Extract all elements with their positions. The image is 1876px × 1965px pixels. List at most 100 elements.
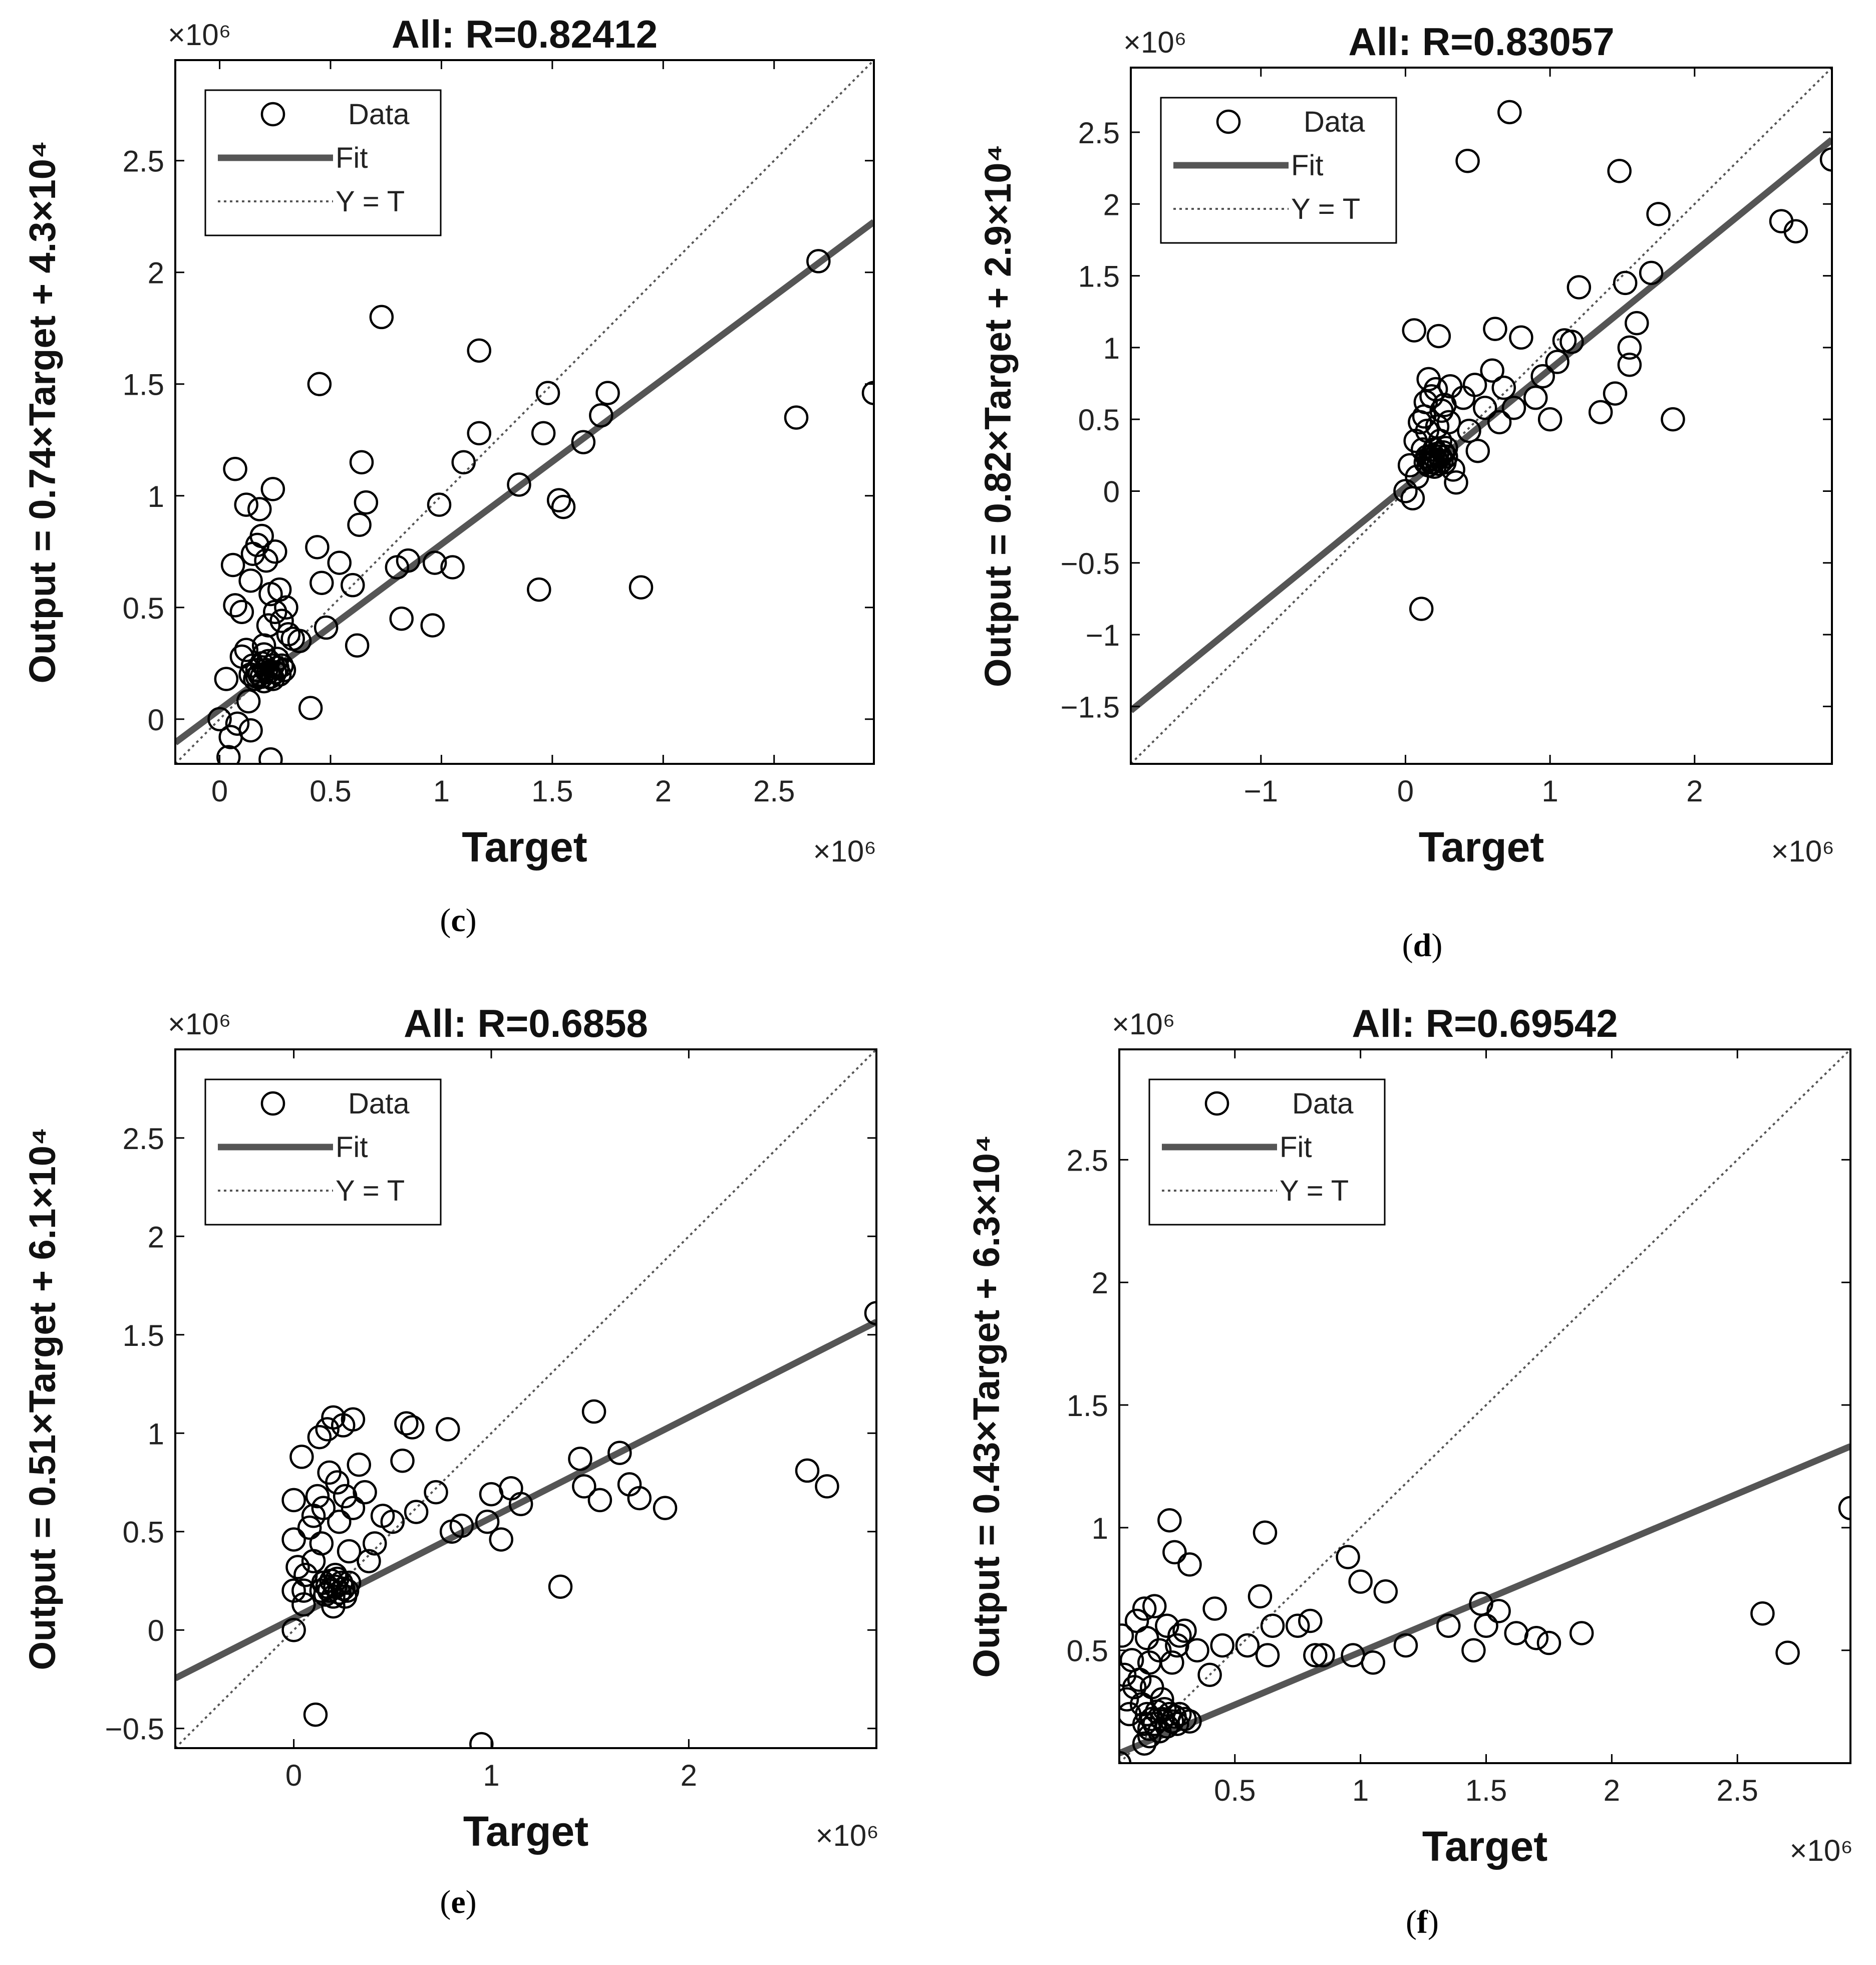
data-point xyxy=(1436,1613,1461,1638)
data-point xyxy=(587,1488,612,1513)
identity-line xyxy=(1131,68,1832,764)
data-point xyxy=(281,1527,306,1552)
data-point xyxy=(535,381,560,405)
x-tick-label: 0.5 xyxy=(1214,1774,1256,1807)
y-tick-label: 1.5 xyxy=(1067,1389,1108,1423)
y-tick-label: 1 xyxy=(1092,1512,1108,1545)
x-tick-label: 1.5 xyxy=(531,774,573,808)
y-tick-label: 2 xyxy=(1092,1266,1108,1300)
data-point xyxy=(1260,1613,1285,1638)
data-point xyxy=(274,595,298,620)
data-point xyxy=(1750,1601,1775,1626)
data-point xyxy=(1132,1596,1157,1621)
caption-f: (f) xyxy=(1406,1904,1439,1940)
data-point xyxy=(287,629,312,653)
plot-layer xyxy=(1119,1049,1850,1763)
y-tick-label: 0.5 xyxy=(123,592,164,625)
legend-label: Fit xyxy=(336,142,368,174)
data-point xyxy=(220,552,245,578)
panel-c: 0 0.5 1 1.5 2 2.5 0 0.5 1 1.5 2 2.5 All: R=0.82412 ×1… xyxy=(22,12,876,871)
data-point xyxy=(627,1486,652,1511)
data-point xyxy=(424,1480,448,1505)
data-point xyxy=(265,655,289,680)
y-axis-label: Output = 0.43×Target + 6.3×10⁴ xyxy=(966,1135,1007,1677)
data-point xyxy=(1455,149,1480,173)
data-point xyxy=(571,430,596,454)
y-tick-label: 0 xyxy=(1103,475,1120,508)
data-point xyxy=(784,405,809,430)
data-point xyxy=(357,1549,381,1573)
data-point xyxy=(1425,414,1450,439)
legend-data-marker xyxy=(1216,109,1241,134)
data-point xyxy=(551,494,576,519)
data-point xyxy=(1137,1724,1162,1749)
axes-box xyxy=(174,1048,877,1749)
x-axis-label: Target xyxy=(463,1808,588,1855)
data-point xyxy=(281,1617,306,1642)
data-point xyxy=(1132,1731,1157,1756)
y-tick-label: 0.5 xyxy=(1067,1634,1108,1668)
data-point xyxy=(1119,1687,1139,1712)
data-point xyxy=(1119,1623,1134,1648)
data-point xyxy=(1509,325,1533,350)
data-point xyxy=(449,1513,474,1538)
data-point xyxy=(267,577,292,602)
data-point xyxy=(1255,1643,1280,1667)
data-point xyxy=(1177,1709,1202,1734)
data-point xyxy=(795,1458,820,1483)
chart-title: All: R=0.69542 xyxy=(1352,1001,1618,1045)
data-point xyxy=(1487,410,1512,435)
legend-box xyxy=(204,1078,442,1226)
data-point xyxy=(1536,1630,1561,1655)
fit-line xyxy=(1119,1443,1850,1757)
data-point xyxy=(281,1578,306,1603)
data-point xyxy=(396,548,421,573)
legend-data-marker xyxy=(260,102,285,127)
data-point xyxy=(469,1732,494,1748)
legend-label: Fit xyxy=(1291,149,1323,182)
data-point xyxy=(1172,1618,1197,1643)
x-tick-label: 2.5 xyxy=(753,774,795,808)
data-point xyxy=(1197,1662,1222,1687)
data-point xyxy=(467,338,491,363)
data-point xyxy=(347,1452,372,1477)
legend-box xyxy=(1160,97,1397,244)
data-point xyxy=(1247,1584,1273,1609)
data-point xyxy=(1185,1638,1209,1662)
data-point xyxy=(347,512,372,537)
data-point xyxy=(568,1447,592,1471)
data-point xyxy=(1210,1633,1234,1658)
data-point xyxy=(1537,407,1562,432)
x-tick-label: 1.5 xyxy=(1465,1774,1507,1807)
data-point xyxy=(435,1417,460,1442)
axes-box xyxy=(1118,1048,1851,1764)
data-point xyxy=(1483,317,1507,341)
x-multiplier: ×10⁶ xyxy=(816,1819,879,1852)
data-point xyxy=(1150,1687,1174,1712)
data-point xyxy=(256,613,281,638)
y-multiplier: ×10⁶ xyxy=(168,1007,231,1041)
legend-label: Y = T xyxy=(1291,193,1360,225)
x-tick-label: 1 xyxy=(483,1759,499,1792)
y-tick-label: 0 xyxy=(148,1614,164,1647)
data-point xyxy=(289,1445,314,1469)
data-point xyxy=(247,497,272,521)
data-point xyxy=(1303,1643,1328,1667)
data-point xyxy=(298,696,323,720)
identity-line xyxy=(175,1049,876,1748)
chart-title: All: R=0.82412 xyxy=(392,12,658,56)
x-tick-label: 1 xyxy=(1352,1774,1369,1807)
data-point xyxy=(467,421,491,446)
data-point xyxy=(390,1449,415,1473)
data-point xyxy=(314,615,339,640)
data-point xyxy=(223,593,247,618)
data-point xyxy=(1523,385,1548,410)
data-point xyxy=(589,403,613,428)
data-point xyxy=(1497,100,1522,125)
data-point xyxy=(1462,373,1487,397)
data-point xyxy=(353,1480,377,1505)
legend: Data Fit Y = T xyxy=(204,1078,442,1226)
data-point xyxy=(1235,1633,1260,1658)
axes-box xyxy=(174,59,875,765)
data-point xyxy=(1613,270,1638,296)
